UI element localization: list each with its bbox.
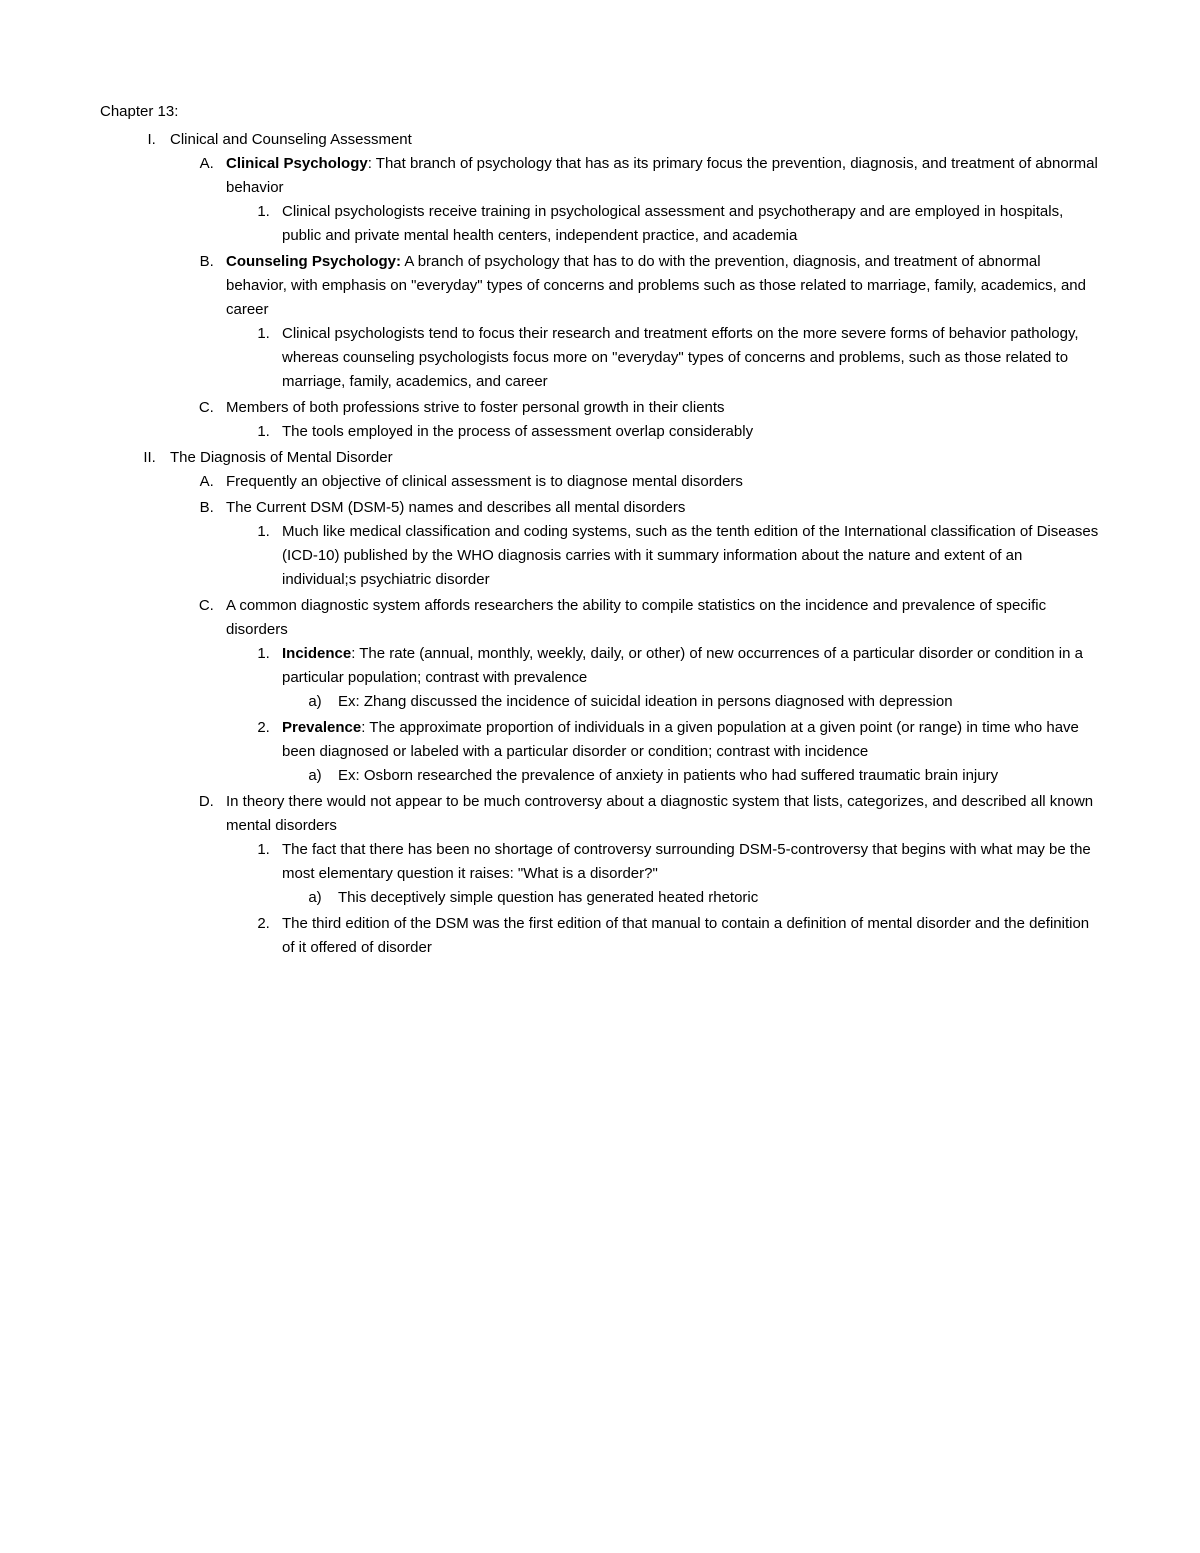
- item-II-D-1-sub: This deceptively simple question has gen…: [282, 886, 1100, 910]
- chapter-title: Chapter 13:: [100, 100, 1100, 124]
- item-II-D-1-a: This deceptively simple question has gen…: [330, 886, 1100, 910]
- term-clinical-psychology: Clinical Psychology: [226, 155, 368, 172]
- item-II-C-2-sub: Ex: Osborn researched the prevalence of …: [282, 764, 1100, 788]
- item-II-B-num-list: Much like medical classification and cod…: [226, 520, 1100, 592]
- item-II-D-num-list: The fact that there has been no shortage…: [226, 838, 1100, 960]
- item-II-C-2: Prevalence: The approximate proportion o…: [274, 716, 1100, 788]
- term-counseling-psychology: Counseling Psychology:: [226, 253, 401, 270]
- item-I-C-num-list: The tools employed in the process of ass…: [226, 420, 1100, 444]
- item-II-D-1-text: The fact that there has been no shortage…: [282, 841, 1091, 882]
- item-II-D-1: The fact that there has been no shortage…: [274, 838, 1100, 910]
- item-II-B-1: Much like medical classification and cod…: [274, 520, 1100, 592]
- item-II-C-num-list: Incidence: The rate (annual, monthly, we…: [226, 642, 1100, 788]
- def-incidence: : The rate (annual, monthly, weekly, dai…: [282, 645, 1083, 686]
- item-II-B: The Current DSM (DSM-5) names and descri…: [218, 496, 1100, 592]
- item-II-C-1-a: Ex: Zhang discussed the incidence of sui…: [330, 690, 1100, 714]
- item-II-D-text: In theory there would not appear to be m…: [226, 793, 1093, 834]
- item-II-C: A common diagnostic system affords resea…: [218, 594, 1100, 788]
- item-II-A-text: Frequently an objective of clinical asse…: [226, 473, 743, 490]
- section-II-title: The Diagnosis of Mental Disorder: [170, 449, 393, 466]
- item-I-A-1: Clinical psychologists receive training …: [274, 200, 1100, 248]
- item-II-C-text: A common diagnostic system affords resea…: [226, 597, 1046, 638]
- section-II: The Diagnosis of Mental Disorder Frequen…: [160, 446, 1100, 960]
- term-prevalence: Prevalence: [282, 719, 361, 736]
- item-II-C-2-a: Ex: Osborn researched the prevalence of …: [330, 764, 1100, 788]
- item-II-A: Frequently an objective of clinical asse…: [218, 470, 1100, 494]
- item-I-C-text: Members of both professions strive to fo…: [226, 399, 725, 416]
- item-I-A-num-list: Clinical psychologists receive training …: [226, 200, 1100, 248]
- item-I-C: Members of both professions strive to fo…: [218, 396, 1100, 444]
- item-II-D: In theory there would not appear to be m…: [218, 790, 1100, 960]
- outline-roman-list: Clinical and Counseling Assessment Clini…: [100, 128, 1100, 960]
- section-I-title: Clinical and Counseling Assessment: [170, 131, 412, 148]
- item-I-C-1: The tools employed in the process of ass…: [274, 420, 1100, 444]
- section-I: Clinical and Counseling Assessment Clini…: [160, 128, 1100, 444]
- item-II-C-1: Incidence: The rate (annual, monthly, we…: [274, 642, 1100, 714]
- item-I-B-1: Clinical psychologists tend to focus the…: [274, 322, 1100, 394]
- item-II-D-2: The third edition of the DSM was the fir…: [274, 912, 1100, 960]
- item-II-C-1-sub: Ex: Zhang discussed the incidence of sui…: [282, 690, 1100, 714]
- def-prevalence: : The approximate proportion of individu…: [282, 719, 1079, 760]
- section-II-alpha-list: Frequently an objective of clinical asse…: [170, 470, 1100, 960]
- item-I-A: Clinical Psychology: That branch of psyc…: [218, 152, 1100, 248]
- item-I-B: Counseling Psychology: A branch of psych…: [218, 250, 1100, 394]
- item-II-B-text: The Current DSM (DSM-5) names and descri…: [226, 499, 685, 516]
- item-I-B-num-list: Clinical psychologists tend to focus the…: [226, 322, 1100, 394]
- term-incidence: Incidence: [282, 645, 351, 662]
- section-I-alpha-list: Clinical Psychology: That branch of psyc…: [170, 152, 1100, 444]
